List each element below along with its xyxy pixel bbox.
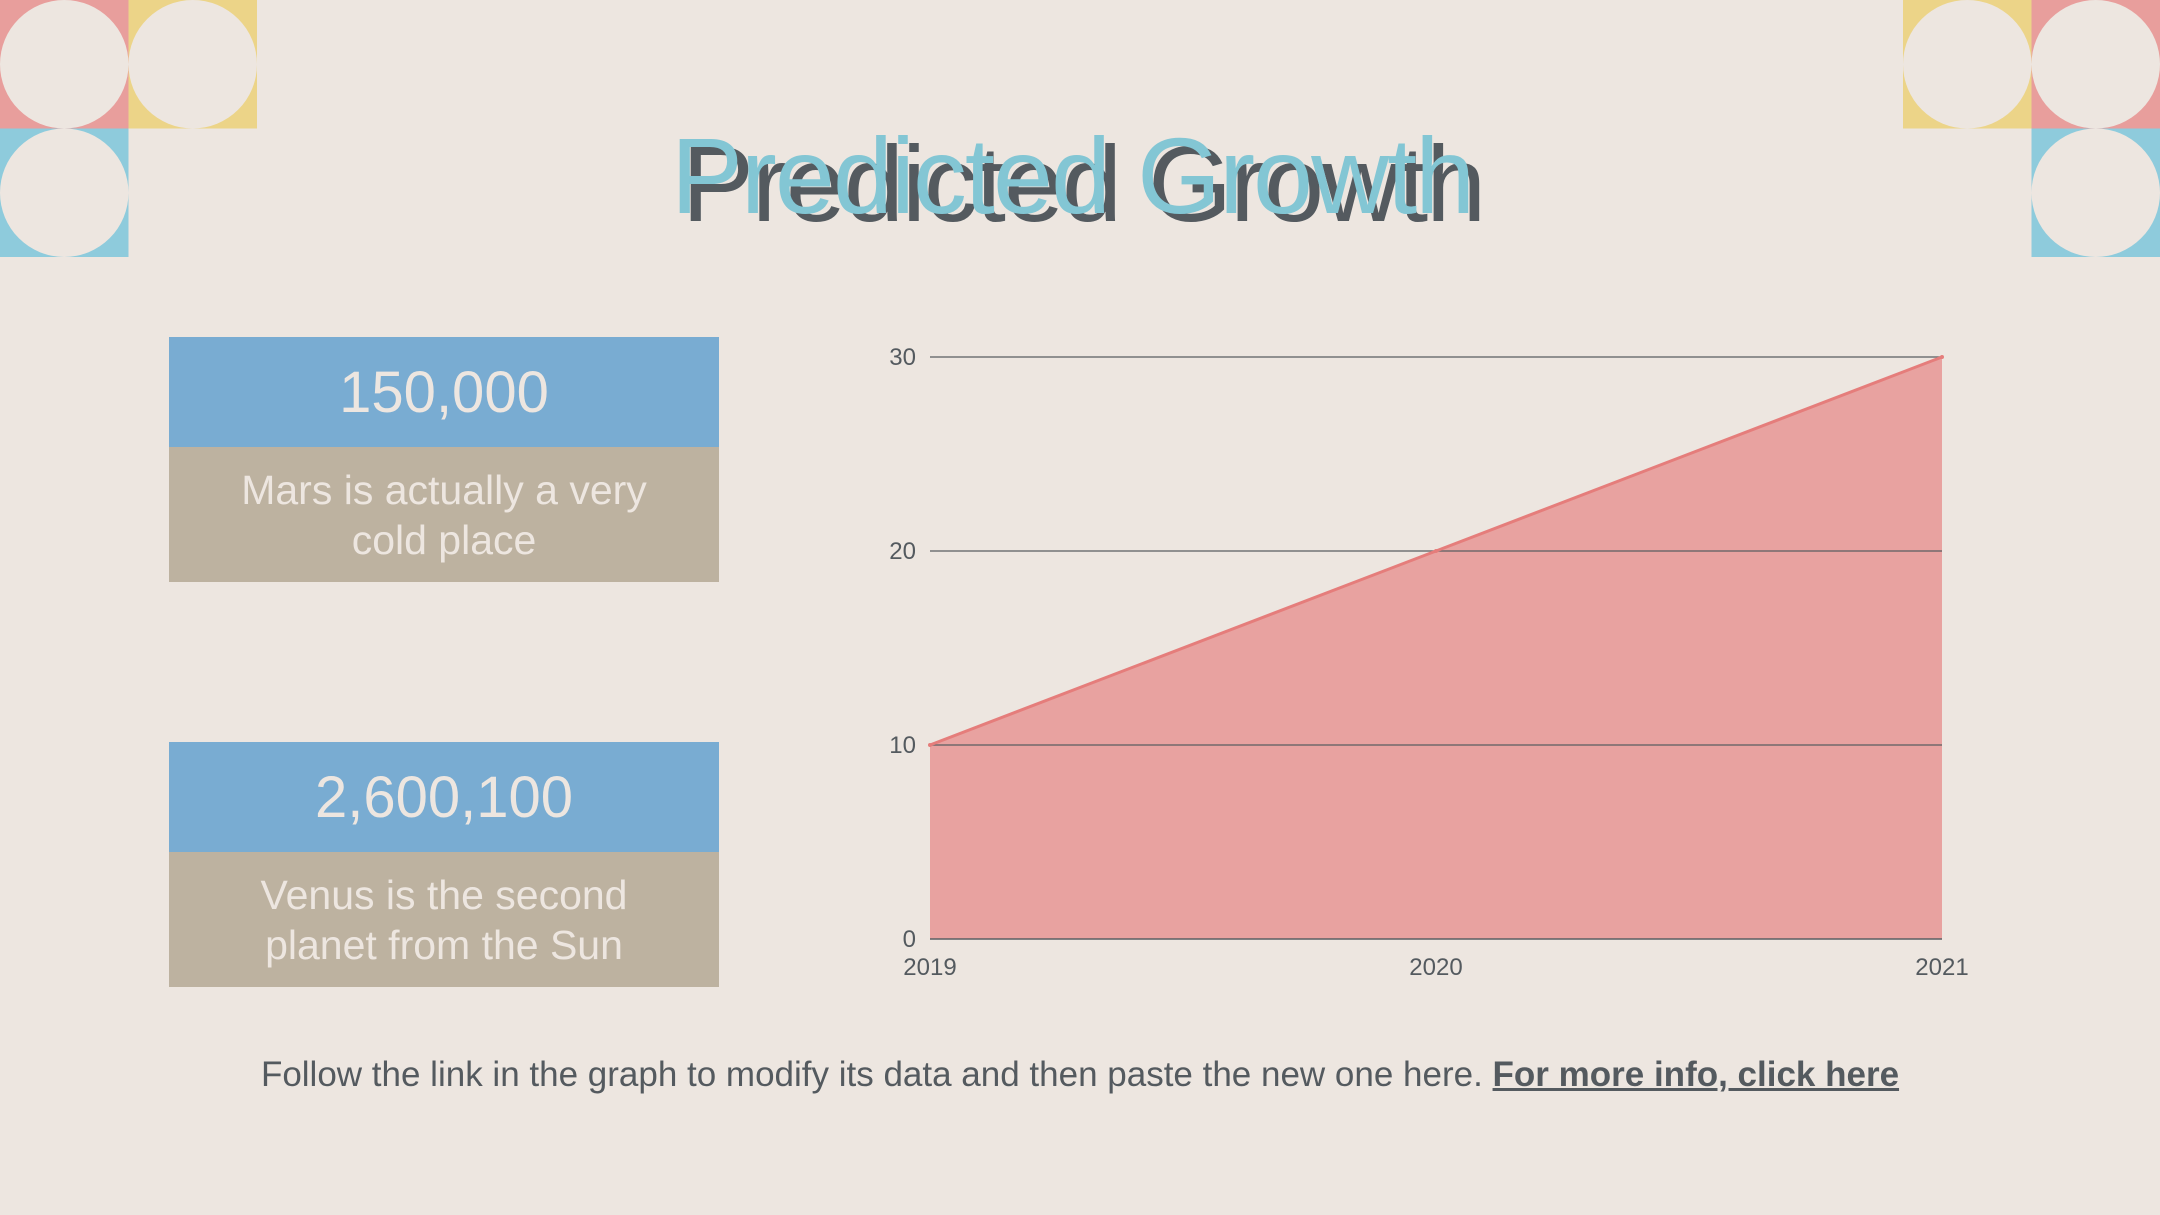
title-block: Predicted Growth Predicted Growth — [0, 110, 2160, 250]
x-tick-label: 2019 — [903, 954, 956, 981]
stat-description: Mars is actually a very cold place — [169, 447, 719, 582]
x-tick-label: 2021 — [1915, 954, 1968, 981]
footer-note: Follow the link in the graph to modify i… — [0, 1055, 2160, 1095]
stat-value: 150,000 — [169, 337, 719, 447]
stat-card-1: 150,000 Mars is actually a very cold pla… — [169, 337, 719, 582]
footer-text: Follow the link in the graph to modify i… — [260, 1055, 1483, 1094]
y-tick-label: 30 — [889, 344, 916, 371]
data-point — [1940, 355, 1944, 359]
stat-card-2: 2,600,100 Venus is the second planet fro… — [169, 742, 719, 987]
data-point — [928, 743, 932, 747]
page-title: Predicted Growth — [670, 115, 1475, 236]
y-tick-label: 20 — [889, 538, 916, 565]
more-info-link[interactable]: For more info, click here — [1492, 1055, 1900, 1094]
y-tick-label: 10 — [889, 732, 916, 759]
corner-pattern-right — [1903, 0, 2160, 257]
corner-pattern-left — [0, 0, 257, 257]
x-tick-label: 2020 — [1409, 954, 1462, 981]
area-chart[interactable]: 0 10 20 30 2019 2020 2021 — [870, 320, 2020, 990]
y-tick-label: 0 — [903, 926, 916, 953]
stat-value: 2,600,100 — [169, 742, 719, 852]
data-point — [1434, 549, 1438, 553]
area-series-fill — [930, 357, 1942, 939]
stat-description: Venus is the second planet from the Sun — [169, 852, 719, 987]
page-title-shadow: Predicted Growth — [681, 123, 1486, 244]
